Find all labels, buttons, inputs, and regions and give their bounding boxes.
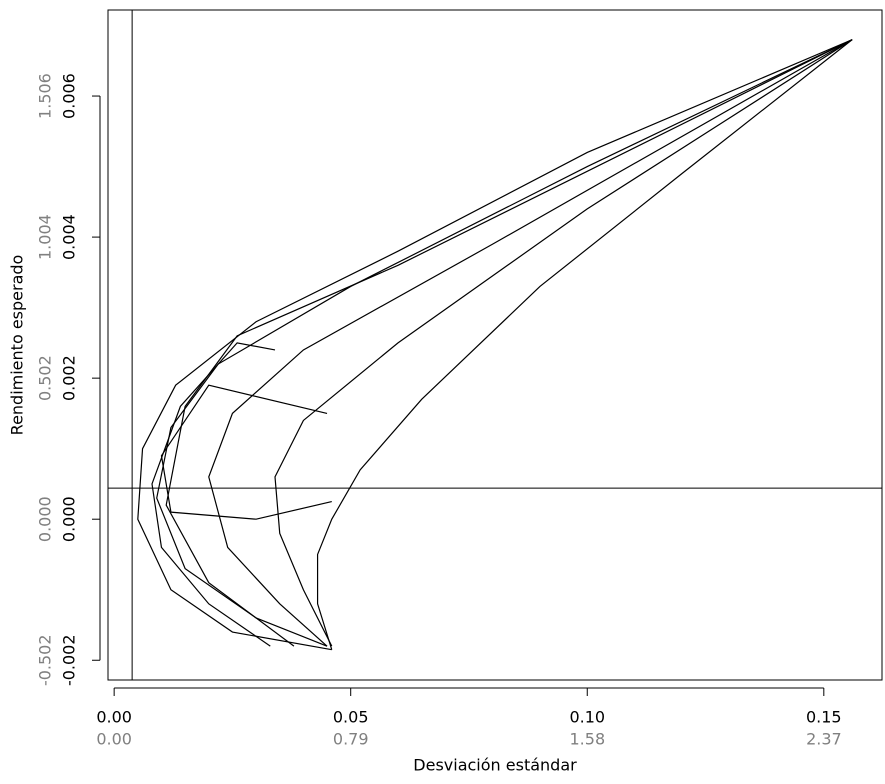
x-tick-label: 0.00 xyxy=(96,708,132,727)
frontier-curve xyxy=(156,39,853,647)
x-tick-label: 1.58 xyxy=(570,730,606,749)
y-tick-label: 0.004 xyxy=(60,214,79,260)
y-tick-label: 1.004 xyxy=(36,214,55,260)
frontier-curve xyxy=(151,342,276,647)
y-tick-label: 0.000 xyxy=(60,496,79,542)
y-tick-label: 0.002 xyxy=(60,355,79,401)
plot-box xyxy=(107,9,883,681)
frontier-curve xyxy=(137,39,853,651)
x-axis-label: Desviación estándar xyxy=(413,756,577,775)
y-tick-label: 0.502 xyxy=(36,355,55,401)
y-tick-label: 0.006 xyxy=(60,73,79,119)
y-tick-label: 0.000 xyxy=(36,496,55,542)
y-tick-label: -0.002 xyxy=(60,634,79,686)
x-tick-label: 0.15 xyxy=(806,708,842,727)
frontier-curve xyxy=(208,39,853,647)
x-tick-label: 0.00 xyxy=(96,730,132,749)
y-tick-label: -0.502 xyxy=(36,634,55,686)
frontier-curve xyxy=(274,39,853,647)
x-tick-label: 0.05 xyxy=(333,708,369,727)
x-tick-label: 2.37 xyxy=(806,730,842,749)
frontier-curve xyxy=(316,39,853,650)
x-tick-label: 0.79 xyxy=(333,730,369,749)
x-tick-label: 0.10 xyxy=(569,708,605,727)
frontier-curve xyxy=(160,384,332,520)
y-tick-label: 1.506 xyxy=(36,73,55,119)
y-axis-label: Rendimiento esperado xyxy=(8,255,27,436)
frontier-curve xyxy=(165,39,853,647)
